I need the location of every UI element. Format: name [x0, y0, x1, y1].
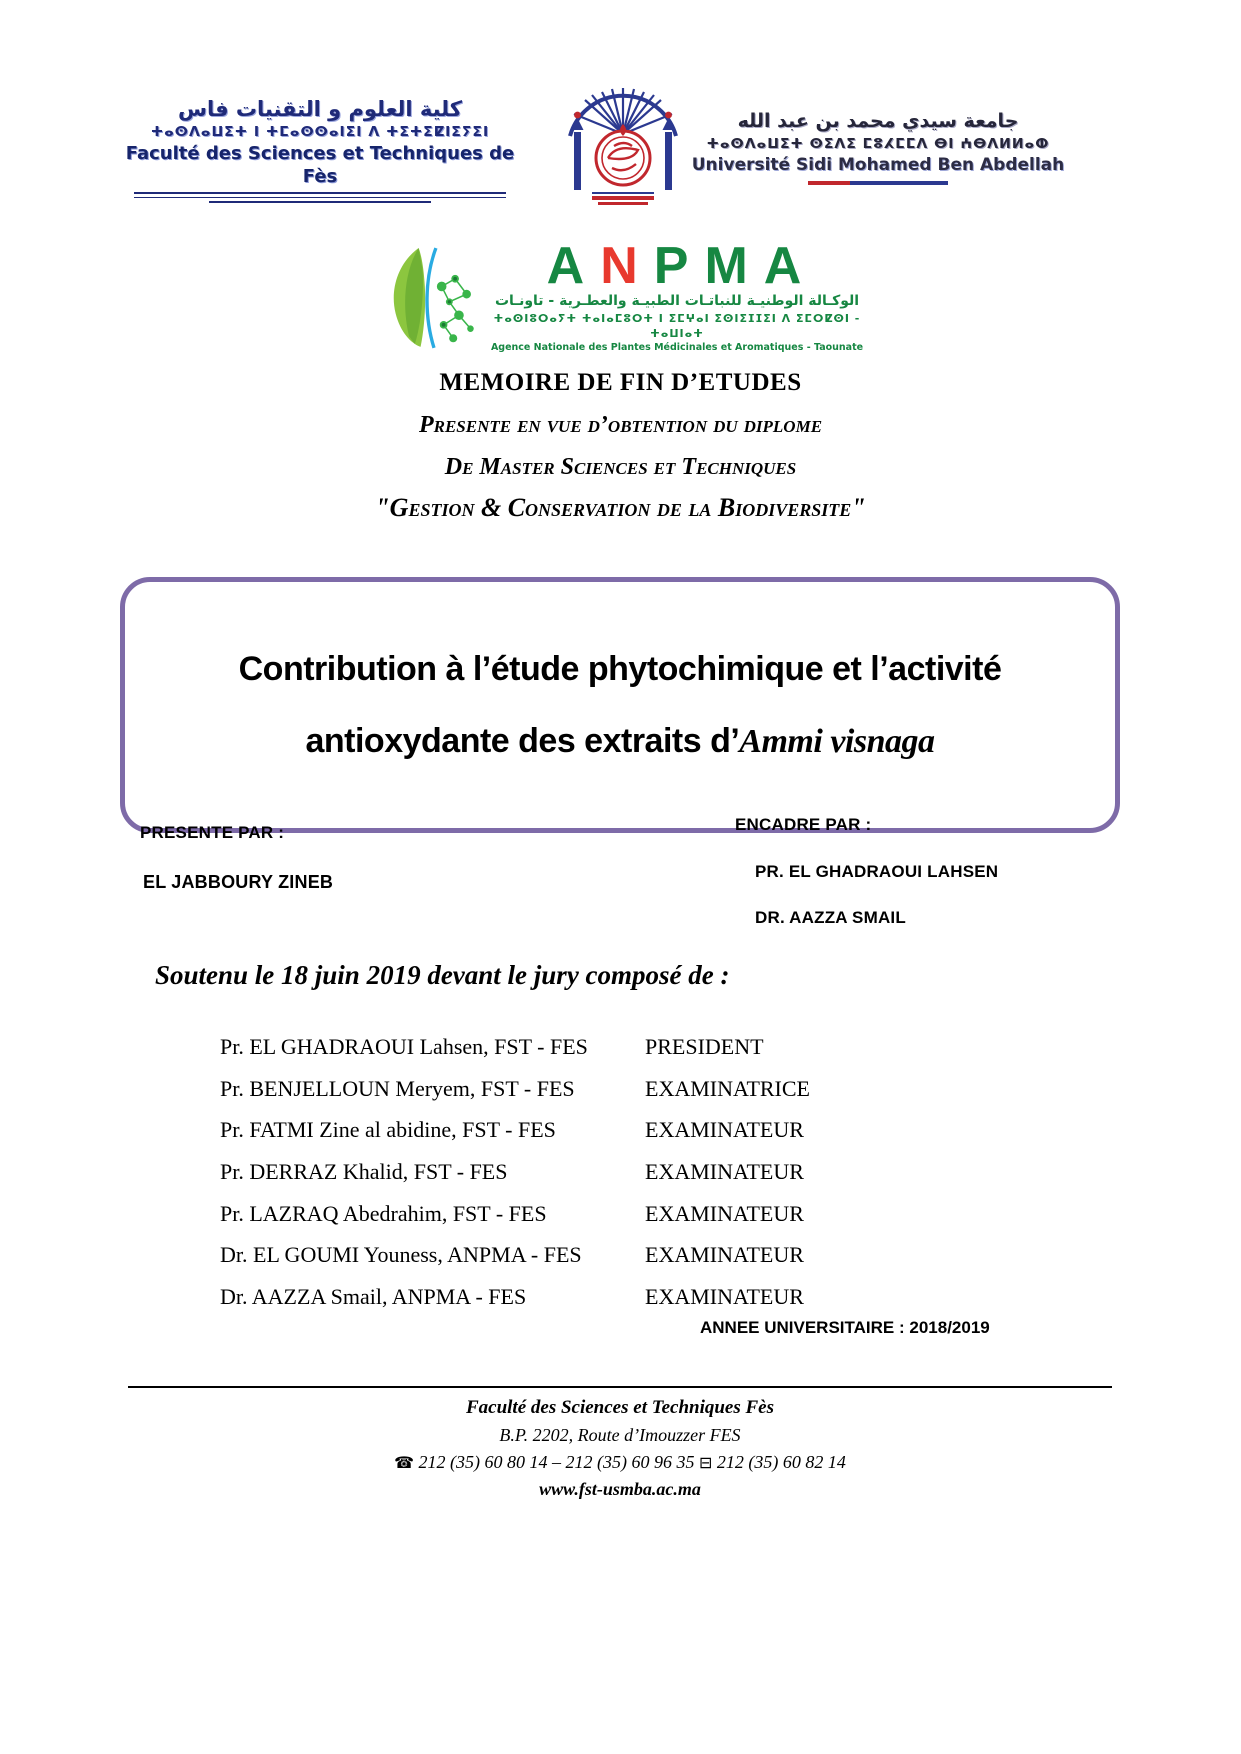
footer-fax-number: 212 (35) 60 82 14 — [716, 1452, 846, 1472]
jury-member-name: Pr. BENJELLOUN Meryem, FST - FES — [220, 1075, 575, 1101]
jury-member-name: Pr. LAZRAQ Abedrahim, FST - FES — [220, 1200, 547, 1226]
footer-institution: Faculté des Sciences et Techniques Fès — [465, 1397, 775, 1418]
anpma-logo-block: ANPMA الوكـالة الوطنيـة للنباتـات الطبيـ… — [386, 240, 866, 354]
faculty-name-french: Faculté des Sciences et Techniques de Fè… — [125, 143, 515, 187]
jury-member-role: PRESIDENT — [645, 1033, 764, 1059]
memoire-heading-block: MEMOIRE DE FIN D’ETUDES Presente en vue … — [0, 368, 1241, 524]
university-logo-block: جامعة سيدي محمد بن عبد الله ⵜⴰⵙⴷⴰⵡⵉⵜ ⵙⵉⴷ… — [648, 108, 1108, 185]
jury-member-name: Pr. DERRAZ Khalid, FST - FES — [220, 1158, 508, 1184]
anpma-letter-a1: A — [546, 237, 601, 295]
thesis-title-species: Ammi visnaga — [739, 722, 935, 760]
jury-row: Pr. FATMI Zine al abidine, FST - FES EXA… — [220, 1109, 980, 1151]
footer-phone-numbers: 212 (35) 60 80 14 – 212 (35) 60 96 35 — [418, 1452, 695, 1472]
supervisor-name-1: PR. EL GHADRAOUI LAHSEN — [755, 862, 999, 881]
anpma-text-block: ANPMA الوكـالة الوطنيـة للنباتـات الطبيـ… — [488, 240, 866, 354]
thesis-title-line-1: Contribution à l’étude phytochimique et … — [238, 649, 1002, 688]
footer-block: Faculté des Sciences et Techniques Fès B… — [220, 1394, 1020, 1503]
faculty-name-tifinagh: ⵜⴰⵙⴷⴰⵡⵉⵜ ⵏ ⵜⵎⴰⵙⵙⴰⵏⵉⵏ ⴷ ⵜⵉⵜⵉⵇⵏⵉⵢⵉⵏ — [150, 124, 490, 140]
memoire-subtitle-1: Presente en vue d’obtention du diplome — [418, 412, 823, 438]
university-name-tifinagh: ⵜⴰⵙⴷⴰⵡⵉⵜ ⵙⵉⴷⵉ ⵎⵓⵃⵎⵎⴷ ⴱⵏ ⵄⴱⴷⵍⵍⴰⵀ — [706, 136, 1050, 152]
university-seal-icon — [568, 88, 678, 205]
memoire-program: "Gestion & Conservation de la Biodiversi… — [375, 493, 866, 522]
thesis-title-line-2: antioxydante des extraits d’Ammi visnaga — [155, 705, 1085, 778]
footer-contacts: ☎ 212 (35) 60 80 14 – 212 (35) 60 96 35 … — [220, 1449, 1020, 1476]
anpma-letter-n: N — [600, 237, 654, 295]
anpma-wordmark: ANPMA — [498, 240, 866, 292]
defense-date-line: Soutenu le 18 juin 2019 devant le jury c… — [155, 960, 730, 990]
jury-list: Pr. EL GHADRAOUI Lahsen, FST - FES PRESI… — [220, 1026, 980, 1318]
university-logo-mark — [808, 181, 948, 185]
leaf-molecule-icon — [393, 247, 474, 349]
anpma-name-french: Agence Nationale des Plantes Médicinales… — [490, 342, 864, 353]
faculty-logo-block: كلية العلوم و التقنيات فاس ⵜⴰⵙⴷⴰⵡⵉⵜ ⵏ ⵜⵎ… — [118, 96, 522, 203]
academic-year: ANNEE UNIVERSITAIRE : 2018/2019 — [700, 1318, 990, 1337]
jury-row: Pr. DERRAZ Khalid, FST - FES EXAMINATEUR — [220, 1151, 980, 1193]
footer-website: www.fst-usmba.ac.ma — [539, 1479, 701, 1499]
jury-row: Pr. BENJELLOUN Meryem, FST - FES EXAMINA… — [220, 1068, 980, 1110]
jury-member-name: Pr. FATMI Zine al abidine, FST - FES — [220, 1117, 556, 1143]
jury-member-name: Dr. AAZZA Smail, ANPMA - FES — [220, 1283, 527, 1309]
jury-member-role: EXAMINATRICE — [645, 1075, 810, 1101]
anpma-name-tifinagh: ⵜⴰⵙⵏⵓⵔⴰⵢⵜ ⵜⴰⵏⴰⵎⵓⵔⵜ ⵏ ⵉⵎⵖⴰⵏ ⵉⵙⵏⵉⵊⵊⵉⵏ ⴷ ⵉⵎ… — [493, 312, 861, 340]
fax-icon: ⊟ — [699, 1453, 713, 1472]
jury-row: Pr. LAZRAQ Abedrahim, FST - FES EXAMINAT… — [220, 1193, 980, 1235]
jury-row: Dr. AAZZA Smail, ANPMA - FES EXAMINATEUR — [220, 1276, 980, 1318]
university-name-french: Université Sidi Mohamed Ben Abdellah — [691, 155, 1065, 175]
jury-row: Pr. EL GHADRAOUI Lahsen, FST - FES PRESI… — [220, 1026, 980, 1068]
jury-member-role: EXAMINATEUR — [645, 1117, 804, 1143]
phone-icon: ☎ — [394, 1453, 415, 1472]
jury-member-role: EXAMINATEUR — [645, 1200, 804, 1226]
thesis-title-line-2-regular: antioxydante des extraits d’ — [305, 721, 740, 760]
memoire-title: MEMOIRE DE FIN D’ETUDES — [439, 369, 802, 396]
presented-by-name: EL JABBOURY ZINEB — [143, 872, 334, 892]
jury-member-role: EXAMINATEUR — [645, 1283, 804, 1309]
presented-by-label: PRESENTE PAR : — [140, 823, 285, 842]
memoire-subtitle-2: De Master Sciences et Techniques — [444, 454, 797, 480]
jury-member-role: EXAMINATEUR — [645, 1158, 804, 1184]
anpma-letters-pma: PMA — [653, 237, 818, 295]
university-name-arabic: جامعة سيدي محمد بن عبد الله — [737, 110, 1019, 132]
supervised-by-label: ENCADRE PAR : — [735, 815, 872, 834]
footer-divider — [128, 1386, 1112, 1388]
jury-member-role: EXAMINATEUR — [645, 1242, 804, 1268]
faculty-name-arabic: كلية العلوم و التقنيات فاس — [178, 97, 462, 121]
footer-address: B.P. 2202, Route d’Imouzzer FES — [499, 1425, 741, 1445]
jury-member-name: Pr. EL GHADRAOUI Lahsen, FST - FES — [220, 1033, 588, 1059]
anpma-name-arabic: الوكـالة الوطنيـة للنباتـات الطبيـة والع… — [494, 293, 860, 309]
supervisor-name-2: DR. AAZZA SMAIL — [755, 908, 906, 927]
faculty-logo-underline-short — [208, 201, 432, 203]
jury-member-name: Dr. EL GOUMI Youness, ANPMA - FES — [220, 1242, 582, 1268]
jury-row: Dr. EL GOUMI Youness, ANPMA - FES EXAMIN… — [220, 1234, 980, 1276]
faculty-logo-underline — [134, 192, 506, 198]
thesis-title-box: Contribution à l’étude phytochimique et … — [120, 577, 1120, 833]
